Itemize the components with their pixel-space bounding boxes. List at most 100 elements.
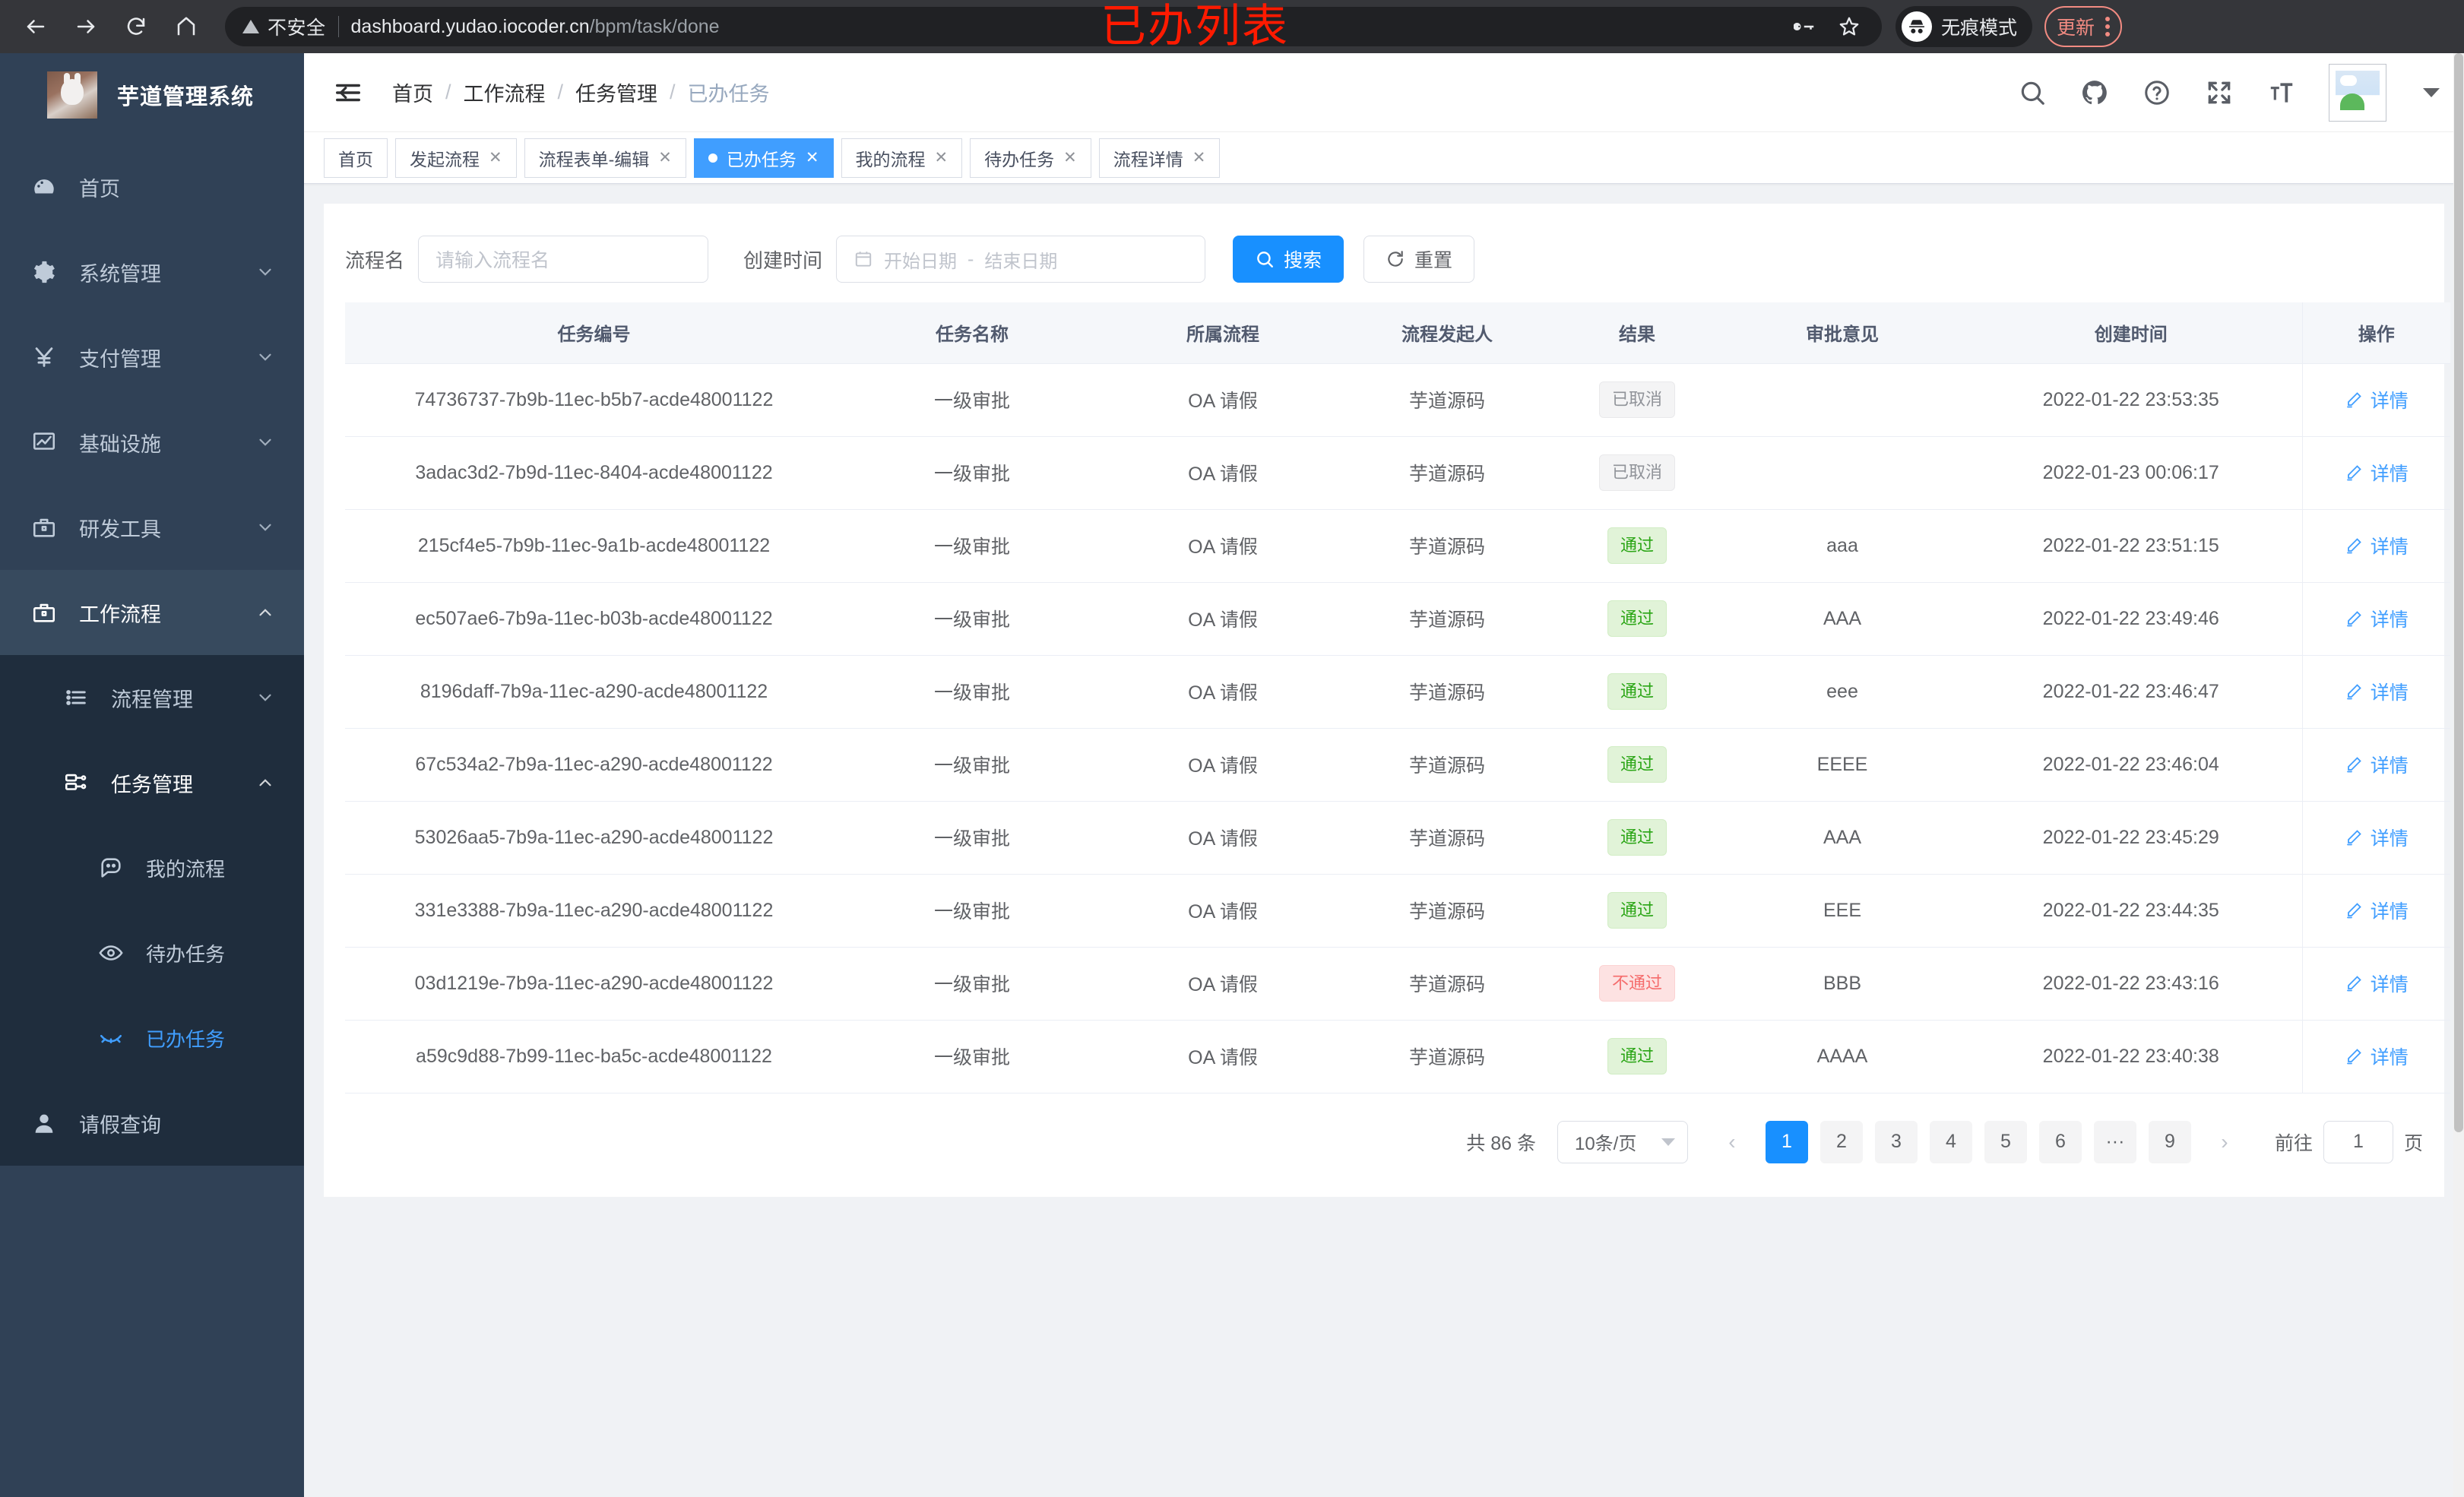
table-row[interactable]: 331e3388-7b9a-11ec-a290-acde48001122 一级审批…	[345, 874, 2450, 948]
close-icon[interactable]: ✕	[489, 149, 502, 166]
page-ellipsis[interactable]: ···	[2093, 1120, 2136, 1163]
cell-created: 2022-01-22 23:53:35	[1960, 363, 2302, 437]
search-icon[interactable]	[2017, 78, 2048, 108]
tab-todo-task[interactable]: 待办任务 ✕	[970, 138, 1091, 178]
hamburger-icon[interactable]	[333, 78, 363, 108]
page-size-select[interactable]: 10条/页	[1557, 1120, 1688, 1163]
sidebar-item-workflow[interactable]: 工作流程	[0, 570, 304, 655]
active-dot-icon	[708, 153, 717, 163]
sidebar-item-done-task[interactable]: 已办任务	[0, 995, 304, 1081]
detail-button[interactable]: 详情	[2345, 386, 2409, 413]
tab-done-task[interactable]: 已办任务 ✕	[693, 138, 834, 178]
tab-process-form-edit[interactable]: 流程表单-编辑 ✕	[524, 138, 686, 178]
page-button-4[interactable]: 4	[1929, 1120, 1972, 1163]
tab-home[interactable]: 首页	[324, 138, 388, 178]
page-button-3[interactable]: 3	[1874, 1120, 1918, 1163]
table-row[interactable]: 74736737-7b9b-11ec-b5b7-acde48001122 一级审批…	[345, 363, 2450, 437]
detail-button[interactable]: 详情	[2345, 532, 2409, 559]
close-icon[interactable]: ✕	[1063, 149, 1077, 166]
page-button-2[interactable]: 2	[1819, 1120, 1863, 1163]
font-size-icon[interactable]	[2266, 78, 2297, 108]
tab-process-detail[interactable]: 流程详情 ✕	[1098, 138, 1221, 178]
prev-page-button[interactable]: ‹	[1728, 1129, 1736, 1154]
detail-button[interactable]: 详情	[2345, 1043, 2409, 1070]
sidebar-item-todo-task[interactable]: 待办任务	[0, 910, 304, 995]
fullscreen-icon[interactable]	[2204, 78, 2234, 108]
detail-button[interactable]: 详情	[2345, 970, 2409, 997]
scrollbar-thumb[interactable]	[2454, 53, 2463, 1132]
three-dots-icon[interactable]	[2105, 17, 2111, 36]
table-row[interactable]: 67c534a2-7b9a-11ec-a290-acde48001122 一级审批…	[345, 728, 2450, 802]
page-button-1[interactable]: 1	[1765, 1120, 1808, 1163]
chevron-down-icon	[259, 268, 271, 276]
table-row[interactable]: 8196daff-7b9a-11ec-a290-acde48001122 一级审批…	[345, 655, 2450, 729]
brand[interactable]: 芋道管理系统	[0, 53, 304, 137]
breadcrumb-item[interactable]: 任务管理	[575, 83, 658, 106]
detail-button[interactable]: 详情	[2345, 751, 2409, 778]
close-icon[interactable]: ✕	[1192, 149, 1206, 166]
next-page-button[interactable]: ›	[2221, 1129, 2228, 1154]
breadcrumb-item[interactable]: 首页	[392, 83, 433, 106]
sidebar-item-leave-query[interactable]: 请假查询	[0, 1081, 304, 1166]
star-icon[interactable]	[1838, 15, 1861, 38]
cell-task-name: 一级审批	[843, 1020, 1101, 1093]
search-button[interactable]: 搜索	[1233, 236, 1344, 283]
table-row[interactable]: 3adac3d2-7b9d-11ec-8404-acde48001122 一级审批…	[345, 436, 2450, 510]
table-row[interactable]: 03d1219e-7b9a-11ec-a290-acde48001122 一级审批…	[345, 947, 2450, 1021]
detail-button[interactable]: 详情	[2345, 678, 2409, 705]
help-icon[interactable]	[2142, 78, 2172, 108]
incognito-indicator[interactable]: 无痕模式	[1896, 6, 2033, 47]
update-button[interactable]: 更新	[2044, 6, 2123, 47]
goto-input[interactable]: 1	[2323, 1120, 2393, 1163]
key-icon[interactable]	[1794, 15, 1816, 38]
github-icon[interactable]	[2079, 78, 2110, 108]
incognito-label: 无痕模式	[1941, 17, 2018, 39]
breadcrumb-item[interactable]: 工作流程	[463, 83, 546, 106]
sidebar-item-infrastructure[interactable]: 基础设施	[0, 400, 304, 485]
back-button[interactable]	[14, 5, 58, 49]
chevron-down-icon[interactable]	[2423, 87, 2440, 97]
breadcrumb-separator: /	[670, 81, 676, 103]
tab-start-process[interactable]: 发起流程 ✕	[395, 138, 517, 178]
cell-initiator: 芋道源码	[1344, 728, 1550, 802]
cell-operation: 详情	[2301, 874, 2450, 948]
cell-task-name: 一级审批	[843, 363, 1101, 437]
sidebar-item-my-process[interactable]: 我的流程	[0, 825, 304, 910]
table-row[interactable]: 215cf4e5-7b9b-11ec-9a1b-acde48001122 一级审批…	[345, 509, 2450, 583]
sidebar-item-task-manage[interactable]: 任务管理	[0, 740, 304, 825]
process-name-input[interactable]: 请输入流程名	[418, 236, 709, 283]
column-operation: 操作	[2301, 302, 2450, 364]
reset-button[interactable]: 重置	[1363, 236, 1475, 283]
table-row[interactable]: a59c9d88-7b99-11ec-ba5c-acde48001122 一级审批…	[345, 1020, 2450, 1093]
detail-button[interactable]: 详情	[2345, 459, 2409, 486]
detail-button[interactable]: 详情	[2345, 824, 2409, 851]
sidebar-item-process-manage[interactable]: 流程管理	[0, 655, 304, 740]
sidebar-item-payment[interactable]: 支付管理	[0, 315, 304, 400]
detail-button[interactable]: 详情	[2345, 605, 2409, 632]
page-button-9[interactable]: 9	[2148, 1120, 2191, 1163]
page-button-6[interactable]: 6	[2038, 1120, 2082, 1163]
tab-my-process[interactable]: 我的流程 ✕	[841, 138, 963, 178]
address-bar[interactable]: 不安全 dashboard.yudao.iocoder.cn/bpm/task/…	[225, 7, 1882, 46]
sidebar-item-home[interactable]: 首页	[0, 144, 304, 229]
forward-button[interactable]	[64, 5, 108, 49]
home-button[interactable]	[164, 5, 208, 49]
sidebar-menu: 首页 系统管理 支付管理 基础设施 研发工具	[0, 144, 304, 1166]
close-icon[interactable]: ✕	[934, 149, 949, 166]
close-icon[interactable]: ✕	[658, 149, 672, 166]
table-row[interactable]: 53026aa5-7b9a-11ec-a290-acde48001122 一级审批…	[345, 801, 2450, 875]
reload-button[interactable]	[114, 5, 158, 49]
tab-label: 已办任务	[726, 149, 797, 169]
total-count-label: 共 86 条	[1466, 1132, 1536, 1154]
sidebar-item-devtools[interactable]: 研发工具	[0, 485, 304, 570]
create-time-range-input[interactable]: 开始日期 - 结束日期	[836, 236, 1206, 283]
sidebar-item-system[interactable]: 系统管理	[0, 229, 304, 315]
create-time-label: 创建时间	[743, 248, 823, 272]
detail-button[interactable]: 详情	[2345, 897, 2409, 924]
table-row[interactable]: ec507ae6-7b9a-11ec-b03b-acde48001122 一级审批…	[345, 582, 2450, 656]
cell-initiator: 芋道源码	[1344, 1020, 1550, 1093]
close-icon[interactable]: ✕	[805, 149, 819, 166]
page-scrollbar[interactable]	[2453, 53, 2464, 1497]
page-button-5[interactable]: 5	[1984, 1120, 2027, 1163]
avatar[interactable]	[2329, 63, 2386, 122]
